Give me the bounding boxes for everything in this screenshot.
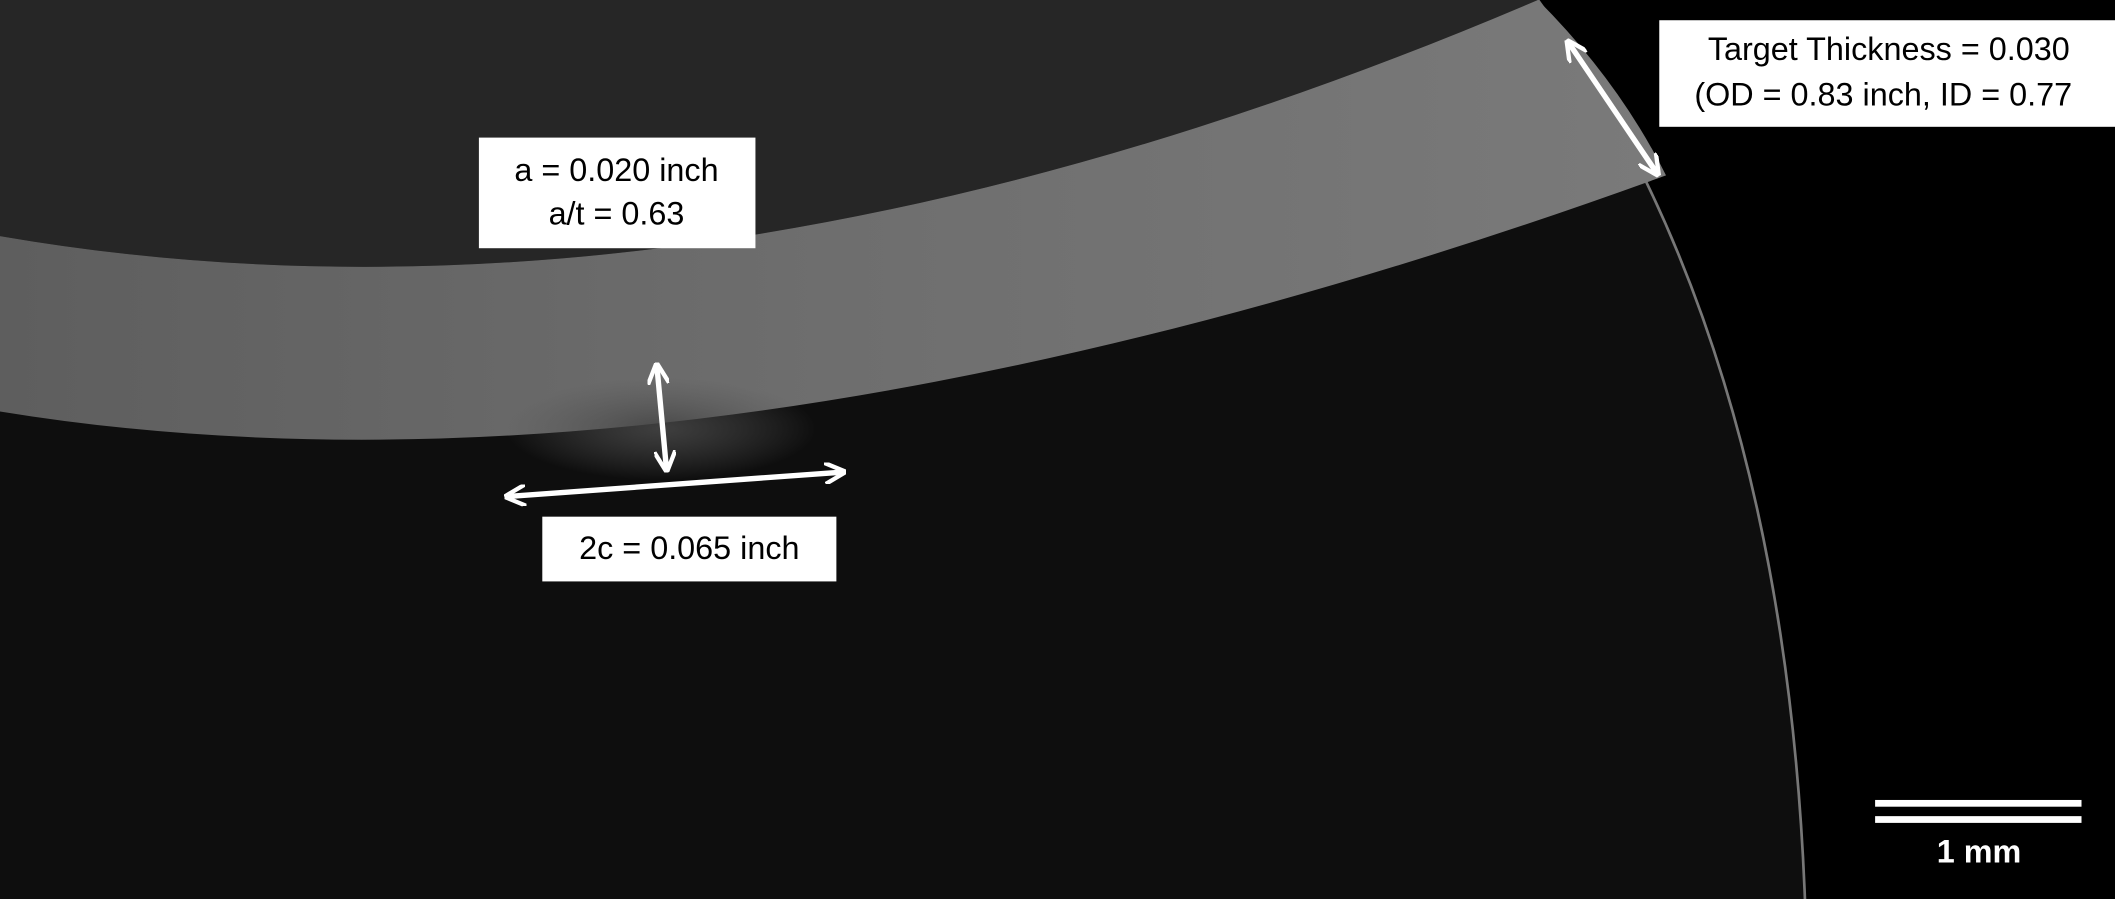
thickness-label: Target Thickness = 0.030 (1708, 31, 2070, 67)
ct-scan-image: a = 0.020 inch a/t = 0.63 2c = 0.065 inc… (0, 0, 2115, 899)
scale-bar-label: 1 mm (1937, 833, 2022, 869)
depth-label: a = 0.020 inch (514, 152, 718, 188)
length-label: 2c = 0.065 inch (579, 530, 799, 566)
page: {"labels": {"depth": ["a = 0.020 inch", … (0, 0, 2115, 899)
diameter-label: (OD = 0.83 inch, ID = 0.77 (1694, 77, 2072, 113)
ratio-label: a/t = 0.63 (549, 195, 685, 231)
scale-bar (1875, 800, 2081, 807)
scale-bar (1875, 816, 2081, 823)
